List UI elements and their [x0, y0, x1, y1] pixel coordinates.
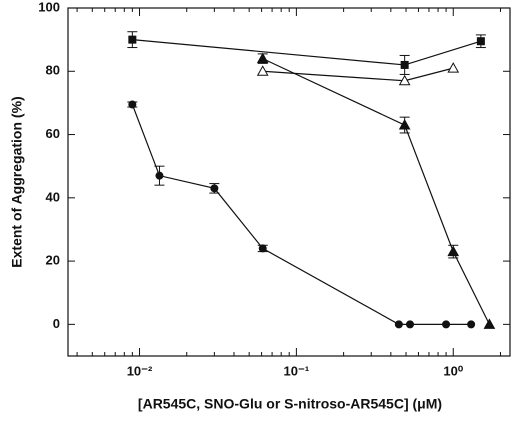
marker [406, 320, 415, 329]
x-tick-label: 10⁻¹ [284, 363, 310, 378]
x-axis-label: [AR545C, SNO-Glu or S-nitroso-AR545C] (μ… [138, 396, 442, 412]
marker [467, 320, 476, 329]
series-line [131, 104, 472, 325]
marker [256, 52, 269, 64]
marker [210, 184, 219, 193]
marker [155, 171, 164, 180]
y-axis-label: Extent of Aggregation (%) [9, 96, 25, 267]
x-tick-label: 10⁻² [127, 363, 153, 378]
series-line [262, 67, 454, 82]
marker [476, 37, 485, 46]
marker [398, 74, 411, 86]
y-tick-label: 100 [38, 0, 60, 14]
marker [447, 245, 460, 257]
x-tick-label: 10⁰ [443, 363, 463, 378]
plot-frame [67, 7, 511, 357]
marker [258, 244, 267, 253]
y-tick-label: 0 [53, 316, 60, 331]
series-line [132, 39, 482, 66]
marker [442, 320, 451, 329]
y-tick-label: 40 [46, 189, 60, 204]
marker [400, 60, 409, 69]
marker [447, 62, 460, 73]
series-line [262, 58, 490, 325]
marker [394, 320, 403, 329]
marker [128, 35, 137, 44]
marker [128, 100, 137, 109]
marker [398, 119, 411, 130]
y-tick-label: 60 [46, 126, 60, 141]
y-tick-label: 80 [46, 63, 60, 78]
marker [483, 318, 496, 329]
marker [256, 65, 269, 76]
y-tick-label: 20 [46, 253, 60, 268]
